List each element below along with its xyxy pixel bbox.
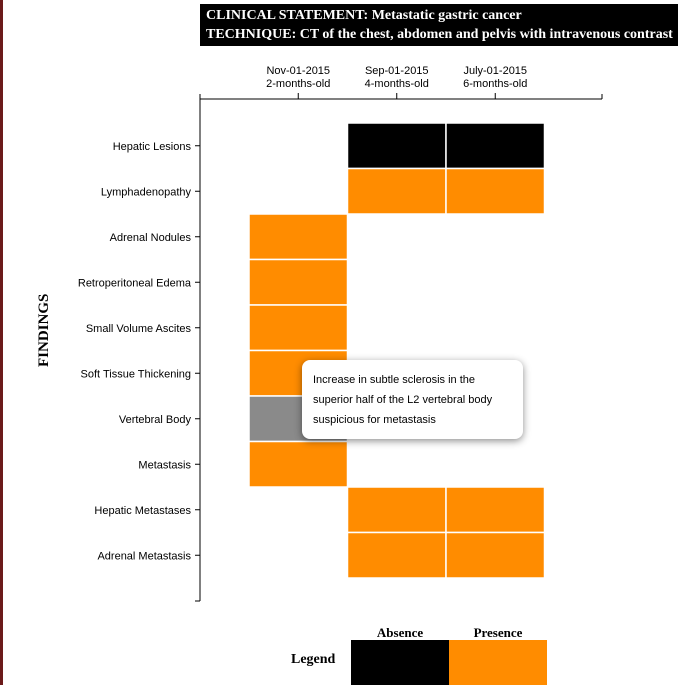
heatmap-cell-presence <box>445 167 546 215</box>
finding-label: Lymphadenopathy <box>101 186 192 198</box>
x-tick-age-label: 2-months-old <box>266 78 330 90</box>
finding-label: Hepatic Lesions <box>113 141 192 153</box>
technique: TECHNIQUE: CT of the chest, abdomen and … <box>206 27 673 42</box>
finding-label: Hepatic Metastases <box>94 505 191 517</box>
clinical-statement: CLINICAL STATEMENT: Metastatic gastric c… <box>206 8 522 23</box>
heatmap-cell-presence <box>248 258 349 306</box>
heatmap-cell-presence <box>445 486 546 534</box>
x-tick-date-label: Nov-01-2015 <box>266 65 330 77</box>
heatmap-cell-presence <box>248 440 349 488</box>
x-tick-age-label: 6-months-old <box>463 78 527 90</box>
x-tick-age-label: 4-months-old <box>365 78 429 90</box>
heatmap-cell-absence <box>445 122 546 170</box>
finding-label: Small Volume Ascites <box>86 323 192 335</box>
finding-label: Vertebral Body <box>119 414 192 426</box>
report-header: CLINICAL STATEMENT: Metastatic gastric c… <box>200 4 678 46</box>
finding-label: Adrenal Metastasis <box>97 550 191 562</box>
heatmap-cell-presence <box>248 213 349 261</box>
finding-label: Adrenal Nodules <box>110 232 192 244</box>
finding-label: Soft Tissue Thickening <box>81 368 191 380</box>
legend-presence-swatch <box>449 640 547 685</box>
heatmap-cell-presence <box>445 531 546 579</box>
legend-presence-label: Presence <box>473 625 523 640</box>
finding-label: Retroperitoneal Edema <box>78 277 192 289</box>
finding-tooltip: Increase in subtle sclerosis in the supe… <box>302 360 523 439</box>
heatmap-cell-presence <box>346 486 447 534</box>
heatmap-cell-absence <box>346 122 447 170</box>
x-tick-date-label: Sep-01-2015 <box>365 65 429 77</box>
legend-absence-label: Absence <box>376 625 424 640</box>
legend-title: Legend <box>291 652 336 667</box>
heatmap-cell-presence <box>248 304 349 352</box>
x-tick-date-label: July-01-2015 <box>463 65 527 77</box>
finding-label: Metastasis <box>138 459 191 471</box>
y-axis-title: FINDINGS <box>36 293 52 367</box>
legend-absence-swatch <box>351 640 449 685</box>
heatmap-cell-presence <box>346 531 447 579</box>
heatmap-cell-presence <box>346 167 447 215</box>
left-edge-rule <box>0 0 3 685</box>
